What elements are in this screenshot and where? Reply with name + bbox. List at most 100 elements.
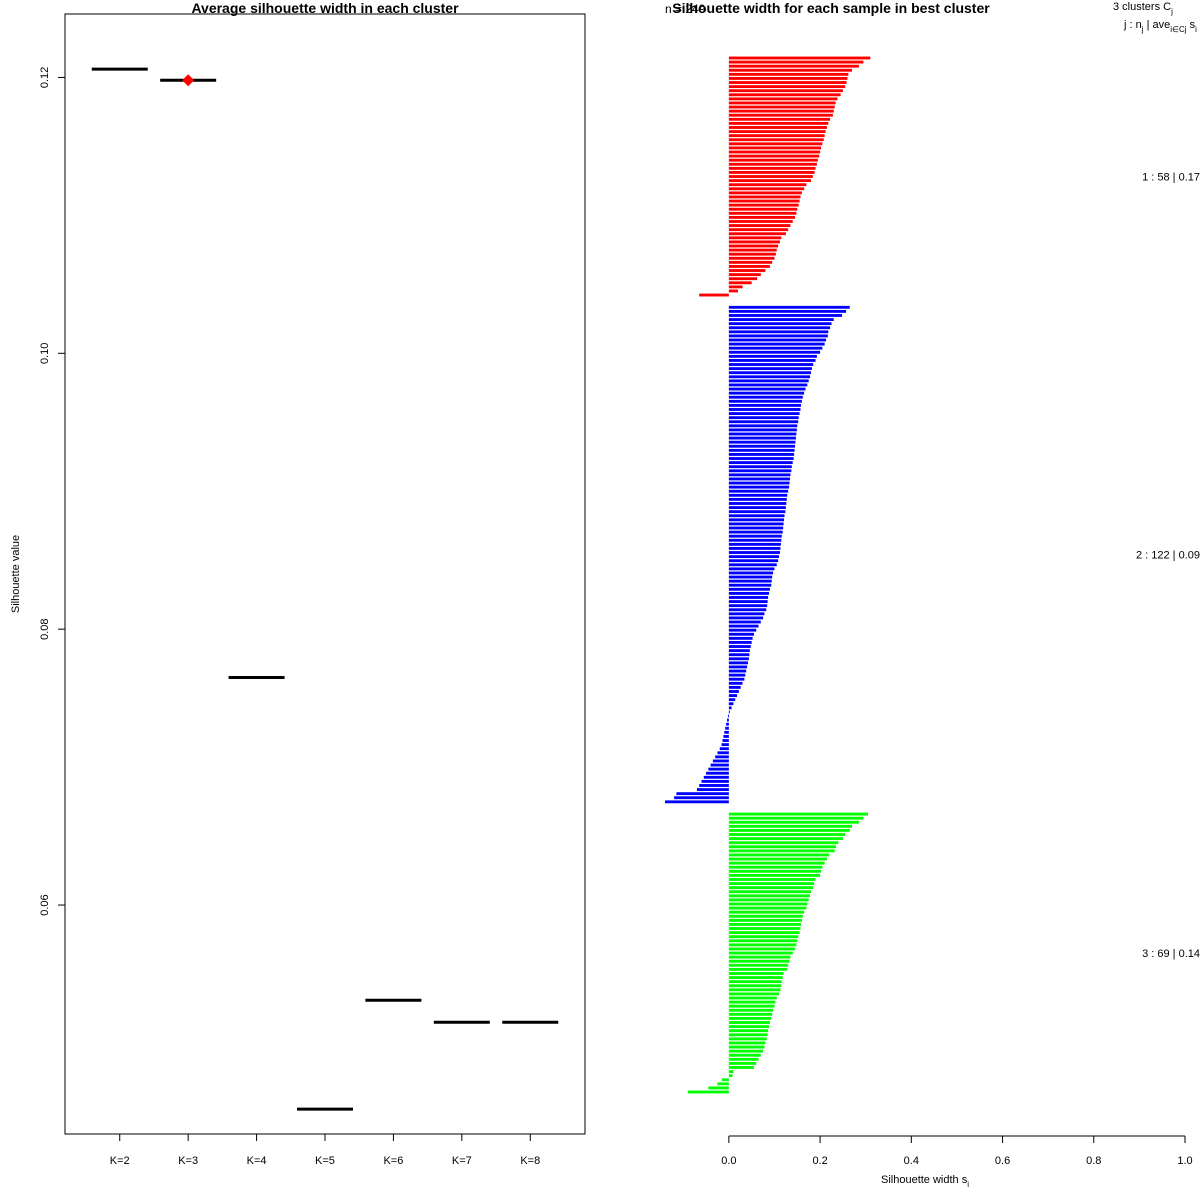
right-x-tick-label: 0.0 bbox=[721, 1155, 736, 1167]
silhouette-bar bbox=[728, 195, 801, 199]
left-x-tick-label: K=6 bbox=[383, 1155, 403, 1167]
silhouette-bar bbox=[728, 1021, 770, 1024]
silhouette-bar bbox=[728, 130, 826, 133]
silhouette-bar bbox=[728, 277, 758, 281]
silhouette-bar bbox=[699, 784, 729, 787]
silhouette-bar bbox=[728, 399, 802, 403]
silhouette-bar bbox=[728, 211, 797, 215]
cluster-header-line2-end-sub: i bbox=[1195, 25, 1197, 34]
silhouette-bar bbox=[728, 955, 791, 959]
silhouette-bar bbox=[728, 587, 770, 591]
silhouette-bar bbox=[728, 457, 794, 460]
silhouette-bar bbox=[728, 959, 790, 963]
silhouette-bar bbox=[728, 694, 738, 697]
silhouette-bar bbox=[728, 673, 746, 677]
silhouette-bar bbox=[728, 923, 801, 926]
silhouette-bar bbox=[725, 726, 729, 730]
silhouette-bar bbox=[728, 1029, 769, 1033]
silhouette-bar bbox=[728, 984, 782, 988]
silhouette-bar bbox=[728, 207, 798, 211]
best-k-marker bbox=[182, 74, 195, 87]
silhouette-bar bbox=[728, 918, 802, 922]
left-x-axis: K=2 K=3 K=4 K=5 K=6 K=7 K=8 bbox=[110, 1134, 540, 1167]
silhouette-bar bbox=[728, 669, 747, 673]
silhouette-bar bbox=[728, 420, 799, 424]
right-x-tick-label: 0.6 bbox=[995, 1155, 1010, 1167]
silhouette-bar bbox=[728, 853, 830, 857]
silhouette-bar bbox=[728, 281, 752, 285]
left-y-axis: 0.06 0.08 0.10 0.12 bbox=[39, 67, 65, 916]
silhouette-bar bbox=[676, 792, 729, 796]
silhouette-bar bbox=[728, 1017, 772, 1020]
silhouette-bar bbox=[728, 354, 817, 358]
left-y-tick-label: 0.10 bbox=[39, 343, 51, 364]
silhouette-bar bbox=[728, 391, 805, 395]
silhouette-bar bbox=[728, 497, 787, 501]
silhouette-bar bbox=[728, 81, 847, 84]
silhouette-bar bbox=[727, 714, 729, 718]
silhouette-bar bbox=[728, 265, 770, 268]
silhouette-bar bbox=[728, 485, 790, 489]
silhouette-bar bbox=[728, 963, 789, 967]
silhouette-bar bbox=[703, 775, 729, 779]
silhouette-bar bbox=[728, 710, 730, 714]
silhouette-bar bbox=[728, 1000, 776, 1004]
silhouette-bar bbox=[728, 910, 805, 914]
silhouette-bar bbox=[728, 469, 792, 473]
silhouette-bar bbox=[728, 616, 764, 620]
silhouette-bar bbox=[728, 820, 859, 824]
silhouette-bar bbox=[728, 305, 850, 309]
silhouette-bar bbox=[728, 314, 842, 317]
silhouette-bar bbox=[728, 428, 797, 432]
silhouette-bar bbox=[728, 260, 773, 264]
silhouette-bar bbox=[728, 359, 816, 362]
silhouette-bar bbox=[728, 624, 759, 628]
silhouette-bar bbox=[728, 473, 791, 477]
silhouette-bar bbox=[728, 318, 834, 321]
silhouette-bar bbox=[728, 980, 782, 984]
silhouette-bar bbox=[728, 256, 775, 260]
silhouette-bar bbox=[728, 56, 871, 60]
silhouette-bar bbox=[728, 510, 786, 514]
left-x-tick-label: K=7 bbox=[452, 1155, 472, 1167]
silhouette-bar bbox=[728, 526, 784, 530]
silhouette-bar bbox=[715, 755, 729, 759]
silhouette-bar bbox=[728, 60, 864, 64]
silhouette-bar bbox=[728, 628, 757, 632]
silhouette-bar bbox=[728, 146, 821, 150]
silhouette-bar bbox=[728, 649, 750, 653]
silhouette-bar bbox=[728, 461, 793, 465]
silhouette-bar bbox=[728, 465, 792, 469]
silhouette-bar bbox=[728, 334, 828, 338]
silhouette-bar bbox=[728, 1057, 759, 1061]
cluster-label: 3 : 69 | 0.14 bbox=[1142, 948, 1200, 960]
silhouette-bar bbox=[728, 248, 777, 252]
silhouette-bar bbox=[728, 632, 754, 636]
silhouette-bar bbox=[728, 338, 827, 342]
silhouette-bar bbox=[728, 395, 803, 399]
silhouette-bar bbox=[706, 771, 729, 775]
silhouette-bar bbox=[728, 215, 795, 219]
silhouette-bar bbox=[728, 534, 782, 538]
silhouette-bar bbox=[728, 424, 798, 428]
silhouette-bar bbox=[728, 898, 809, 902]
silhouette-bar bbox=[708, 767, 729, 771]
silhouette-bar bbox=[728, 412, 800, 415]
silhouette-bar bbox=[728, 89, 843, 93]
silhouette-bar bbox=[728, 363, 814, 366]
silhouette-bar bbox=[717, 751, 729, 755]
silhouette-bar bbox=[728, 448, 795, 452]
silhouette-bar bbox=[728, 232, 786, 236]
silhouette-bar bbox=[728, 690, 739, 693]
silhouette-bar bbox=[728, 522, 784, 526]
silhouette-bar bbox=[728, 477, 790, 481]
right-panel: Silhouette width for each sample in best… bbox=[665, 0, 1200, 1189]
silhouette-bar bbox=[728, 583, 772, 587]
silhouette-bar bbox=[728, 882, 815, 885]
silhouette-bar bbox=[728, 575, 773, 579]
silhouette-bar bbox=[728, 530, 783, 534]
left-panel: Average silhouette width in each cluster… bbox=[10, 0, 586, 1167]
silhouette-bar bbox=[728, 134, 825, 138]
silhouette-bar bbox=[728, 931, 800, 935]
silhouette-bar bbox=[728, 220, 793, 223]
